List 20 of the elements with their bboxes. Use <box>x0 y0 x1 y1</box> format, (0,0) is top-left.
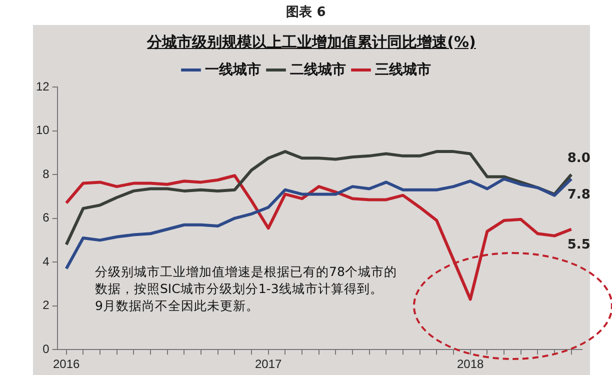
x-tick-label: 2018 <box>456 357 484 372</box>
data-label: 7.8 <box>567 187 590 202</box>
x-tick-label: 2017 <box>254 357 282 372</box>
y-tick-label: 10 <box>36 123 50 138</box>
chart-title: 分城市级别规模以上工业增加值累计同比增速(%) <box>147 33 476 51</box>
legend-label: 三线城市 <box>375 60 431 77</box>
y-tick-label: 2 <box>42 298 50 312</box>
y-tick-label: 0 <box>42 342 50 356</box>
y-tick-label: 4 <box>42 254 50 268</box>
legend-label: 一线城市 <box>205 60 261 77</box>
legend-label: 二线城市 <box>290 60 346 77</box>
data-label: 5.5 <box>567 238 590 253</box>
annotation: 分级别城市工业增加值增速是根据已有的78个城市的数据，按照SIC城市分级划分1-3线城市计算得到。 <box>95 263 398 297</box>
y-tick-label: 6 <box>42 210 50 225</box>
y-tick-label: 12 <box>36 79 50 94</box>
y-tick-label: 8 <box>42 166 50 181</box>
data-label: 8.0 <box>567 150 590 166</box>
text: 图表 6 <box>285 4 327 21</box>
x-tick-label: 2016 <box>52 357 80 372</box>
annotation: 9月数据尚不全因此未更新。 <box>95 297 260 314</box>
